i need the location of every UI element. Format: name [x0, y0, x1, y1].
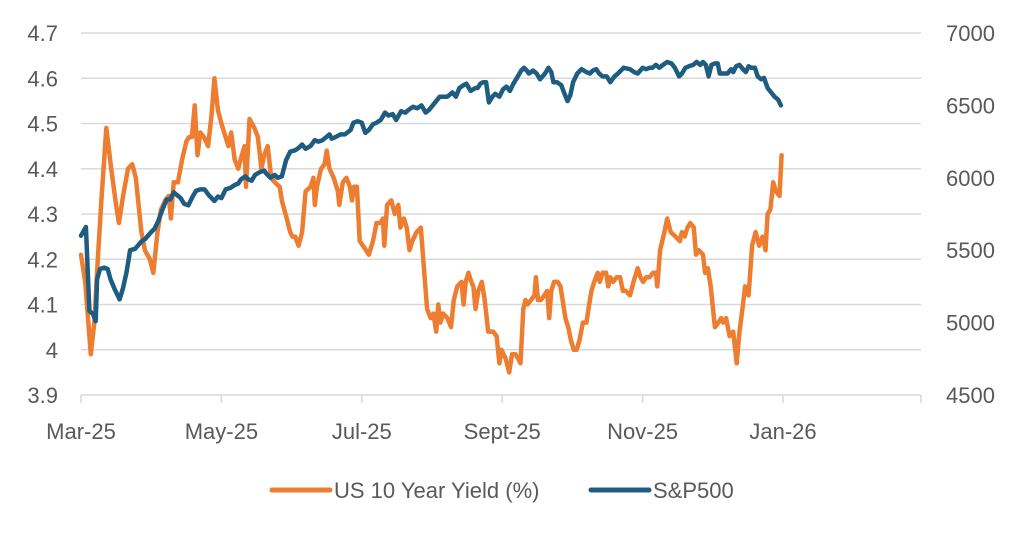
- y-axis-left: 3.9 4 4.1 4.2 4.3 4.4 4.5 4.6 4.7: [27, 21, 58, 408]
- y-left-tick-label: 4.3: [27, 202, 58, 227]
- y-left-tick-label: 4: [46, 338, 58, 363]
- legend: US 10 Year Yield (%) S&P500: [269, 478, 734, 503]
- legend-label: S&P500: [653, 478, 734, 503]
- y-left-tick-label: 4.7: [27, 21, 58, 46]
- series-lines: [78, 59, 784, 375]
- y-left-tick-label: 4.5: [27, 112, 58, 137]
- y-left-tick-label: 4.2: [27, 247, 58, 272]
- legend-item: S&P500: [588, 478, 734, 503]
- series-line-sp500: [78, 59, 784, 324]
- x-axis: Mar-25 May-25 Jul-25 Sept-25 Nov-25 Jan-26: [46, 394, 922, 444]
- y-right-tick-label: 4500: [946, 383, 995, 408]
- y-right-tick-label: 5500: [946, 238, 995, 263]
- x-tick-label: Jan-26: [749, 419, 816, 444]
- y-axis-right: 4500 5000 5500 6000 6500 7000: [946, 21, 995, 408]
- y-left-tick-label: 4.4: [27, 157, 58, 182]
- legend-label: US 10 Year Yield (%): [334, 478, 539, 503]
- y-left-tick-label: 3.9: [27, 383, 58, 408]
- x-tick-label: Mar-25: [46, 419, 116, 444]
- y-left-tick-label: 4.1: [27, 293, 58, 318]
- x-tick-label: Jul-25: [332, 419, 392, 444]
- x-tick-label: Sept-25: [464, 419, 541, 444]
- legend-item: US 10 Year Yield (%): [269, 478, 539, 503]
- series-line-us-10-year-yield: [78, 76, 784, 375]
- y-left-tick-label: 4.6: [27, 66, 58, 91]
- y-right-tick-label: 6500: [946, 93, 995, 118]
- y-right-tick-label: 7000: [946, 21, 995, 46]
- x-tick-label: Nov-25: [607, 419, 678, 444]
- x-tick-label: May-25: [185, 419, 258, 444]
- y-right-tick-label: 6000: [946, 166, 995, 191]
- y-right-tick-label: 5000: [946, 311, 995, 336]
